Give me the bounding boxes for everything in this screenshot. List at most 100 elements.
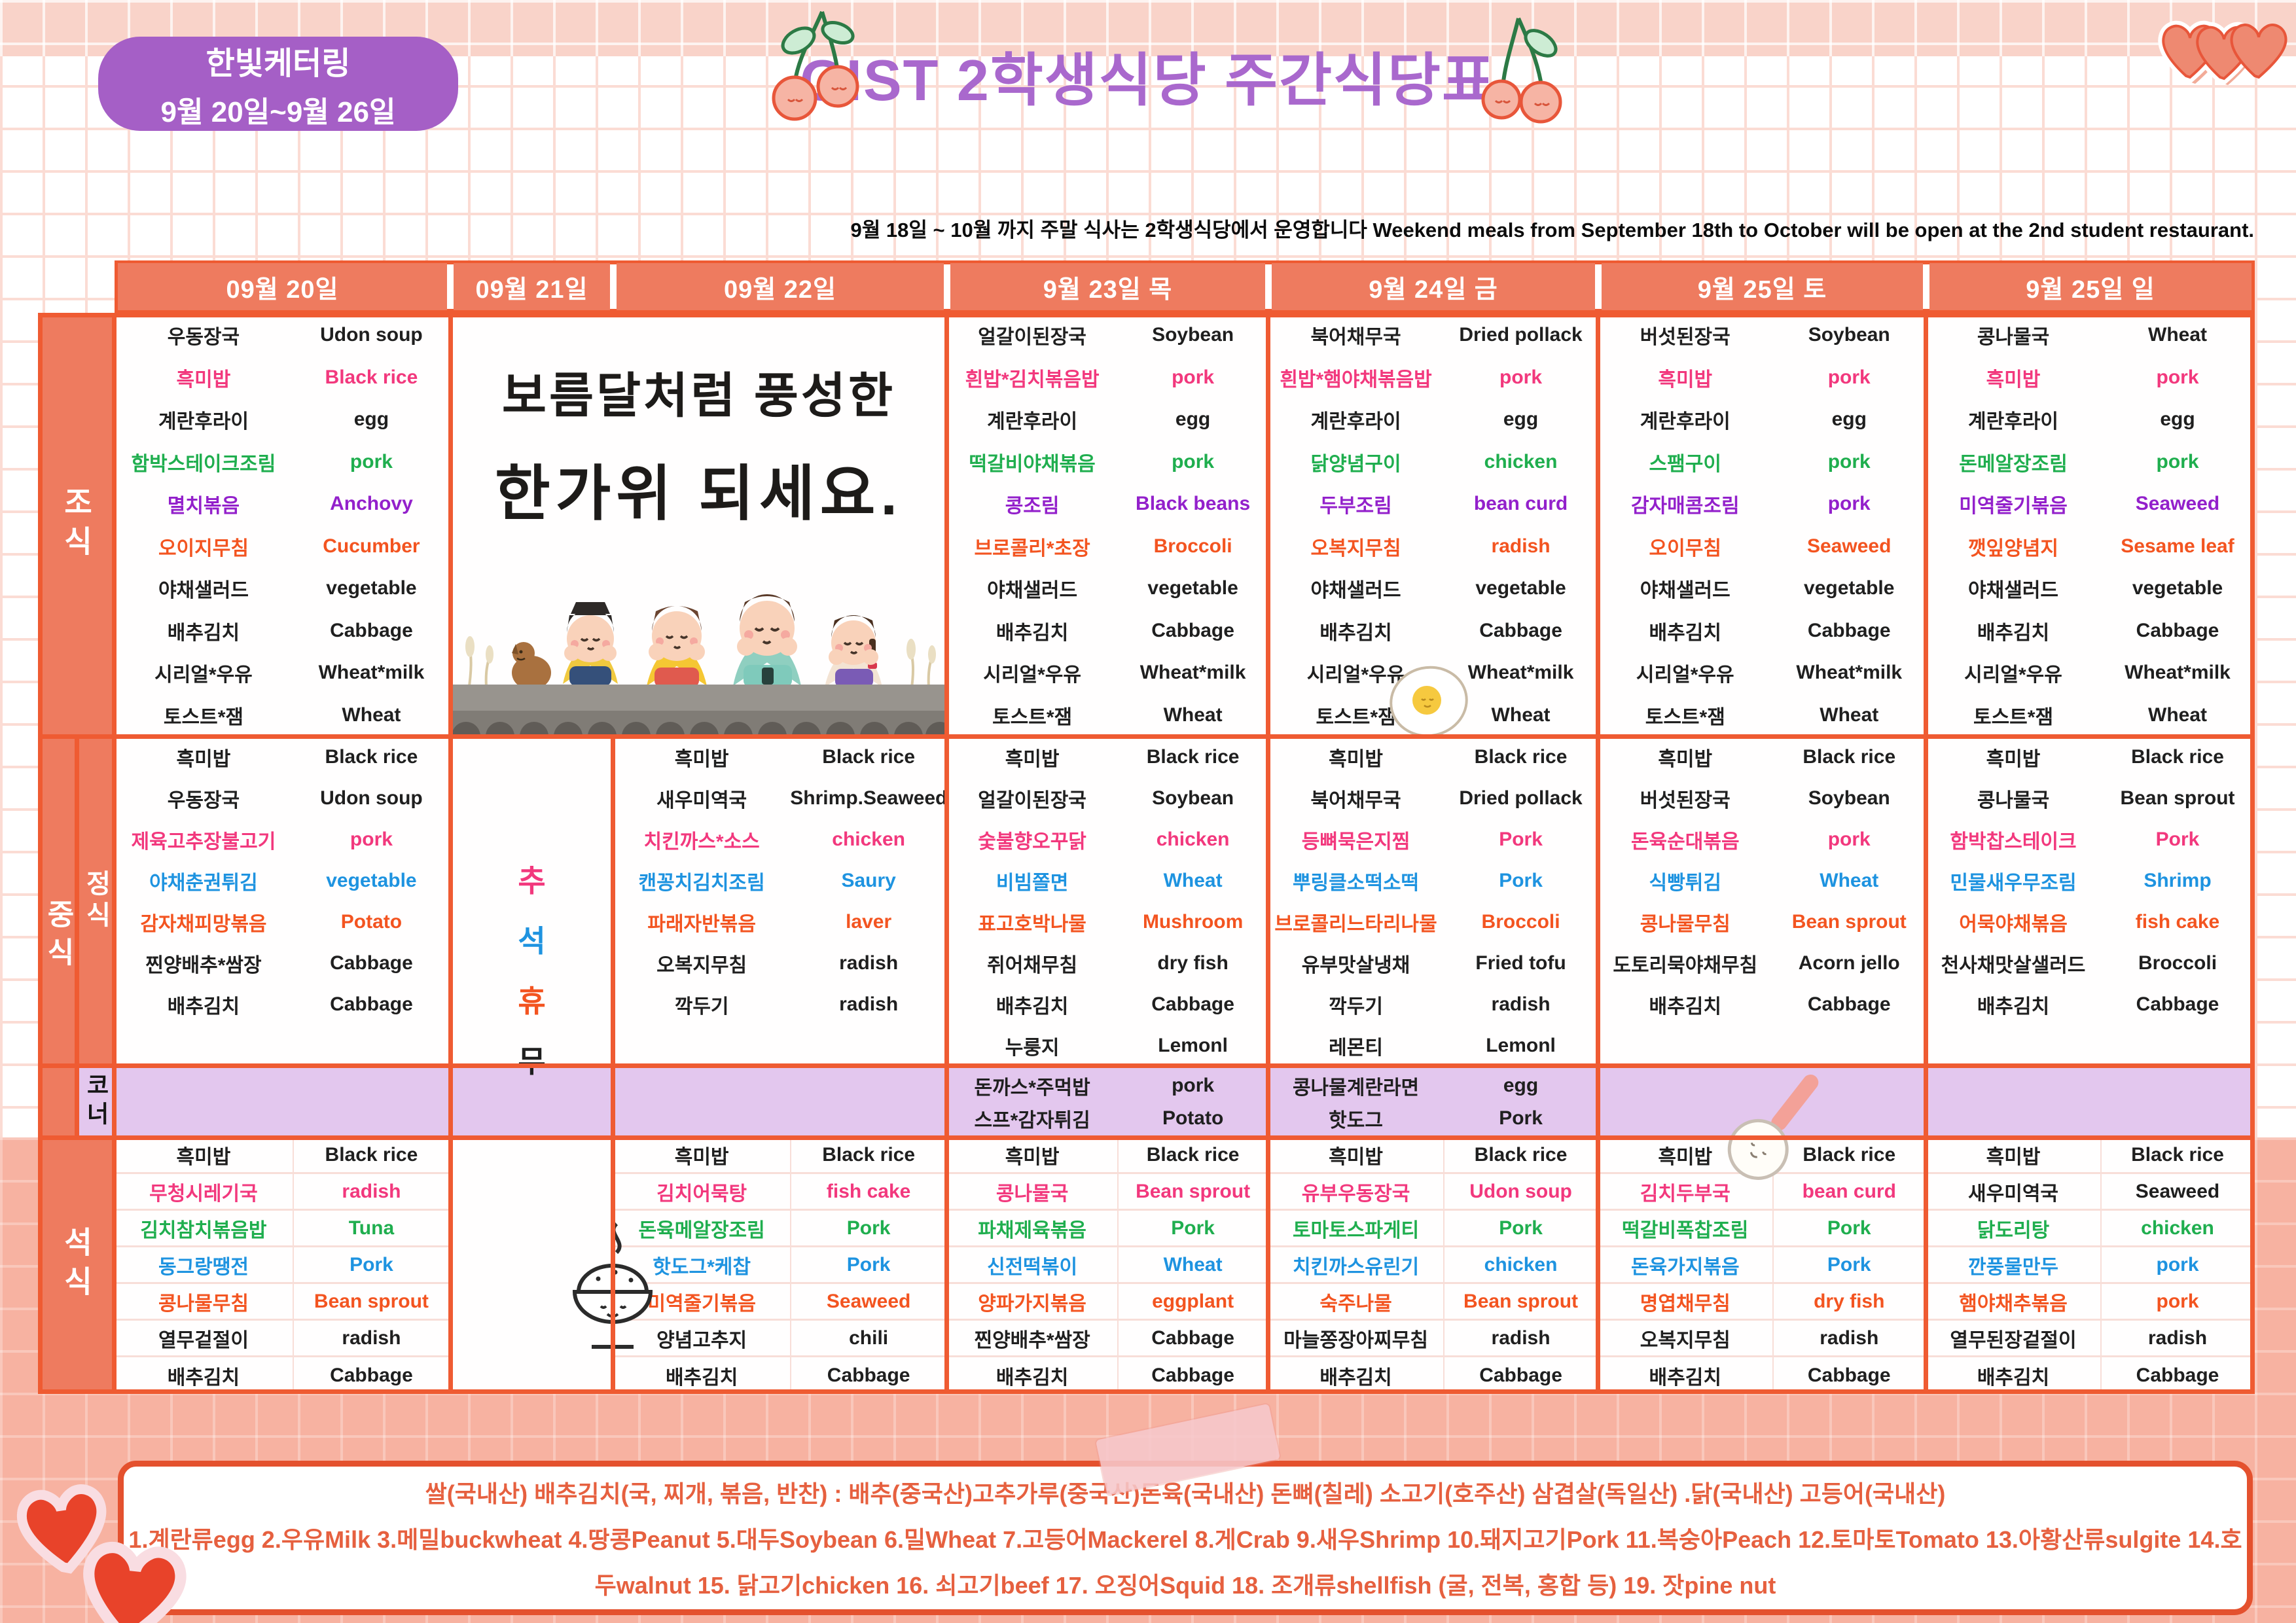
holiday-char: 휴	[518, 984, 546, 1018]
menu-row: 흑미밥 Black rice	[115, 736, 450, 777]
menu-item-korean: 야채샐러드	[158, 580, 249, 602]
menu-item-english: Wheat	[1163, 704, 1223, 726]
menu-item-korean: 흑미밥	[176, 748, 231, 770]
menu-item-korean: 파채제육볶음	[978, 1219, 1086, 1241]
table-border	[1596, 313, 1600, 1394]
menu-item-english: Wheat	[2148, 324, 2208, 346]
menu-item-english: Pork	[1499, 828, 1543, 850]
menu-item-english: radish	[839, 952, 899, 974]
menu-item-korean: 콩나물계란라면	[1292, 1077, 1420, 1099]
menu-row: 배추김치 Cabbage	[1598, 610, 1926, 652]
column-header-day3: 09월 22일	[617, 263, 944, 310]
menu-item-english: Cabbage	[827, 1364, 910, 1386]
menu-item-english: egg	[1175, 408, 1211, 431]
menu-row: 토마토스파게티 Pork	[1268, 1211, 1598, 1247]
menu-item-korean: 스팸구이	[1649, 453, 1721, 475]
menu-item-korean: 토스트*잼	[1645, 706, 1725, 728]
chuseok-family-illustration	[453, 594, 945, 736]
menu-item-english: Potato	[340, 910, 403, 933]
menu-item-english: Broccoli	[2138, 952, 2217, 974]
menu-row: 동그랑땡전 Pork	[115, 1247, 450, 1284]
menu-row: 찐양배추*쌈장 Cabbage	[947, 1321, 1268, 1357]
menu-item-english: radish	[1820, 1327, 1879, 1349]
menu-cell-breakfast-col7: 콩나물국 Wheat 흑미밥 pork 계란후라이 egg 돈메알장조림 pork 미역줄기볶음…	[1926, 314, 2255, 736]
menu-item-korean: 배추김치	[996, 1367, 1069, 1389]
menu-item-english: Pork	[1499, 1217, 1543, 1239]
menu-item-english: chicken	[1156, 828, 1230, 850]
menu-item-english: pork	[350, 450, 393, 473]
menu-item-korean: 제육고추장불고기	[131, 830, 276, 853]
menu-row: 식빵튀김 Wheat	[1598, 860, 1926, 901]
menu-row: 레몬티 Lemonl	[1268, 1025, 1598, 1065]
menu-item-korean: 미역줄기볶음	[647, 1293, 756, 1315]
menu-row: 돈육가지볶음 Pork	[1598, 1247, 1926, 1284]
menu-item-korean: 미역줄기볶음	[1959, 495, 2068, 518]
menu-item-english: Pork	[2155, 828, 2200, 850]
menu-row: 배추김치 Cabbage	[947, 610, 1268, 652]
menu-row: 닭도리탕 chicken	[1926, 1211, 2255, 1247]
menu-item-english: Udon soup	[320, 324, 423, 346]
menu-item-korean: 등뼈묵은지찜	[1301, 830, 1410, 853]
menu-item-english: Wheat	[342, 704, 401, 726]
menu-item-english: Cabbage	[1151, 619, 1234, 641]
menu-item-korean: 깐풍물만두	[1968, 1256, 2059, 1278]
menu-item-korean: 무청시레기국	[149, 1183, 258, 1205]
table-body	[38, 313, 2255, 1394]
menu-item-korean: 도토리묵야채무침	[1613, 954, 1758, 976]
menu-row: 시리얼*우유 Wheat*milk	[115, 652, 450, 694]
menu-row: 얼갈이된장국 Soybean	[947, 777, 1268, 819]
menu-item-korean: 신전떡볶이	[987, 1256, 1078, 1278]
menu-item-korean: 얼갈이된장국	[978, 327, 1086, 349]
menu-item-english: Wheat*milk	[2125, 662, 2231, 684]
ladle-icon	[1727, 1074, 1819, 1180]
column-header-day4: 9월 23일 목	[950, 263, 1265, 310]
menu-item-english: Wheat*milk	[1796, 662, 1903, 684]
menu-row: 흑미밥 Black rice	[1926, 736, 2255, 777]
menu-row: 계란후라이 egg	[1926, 399, 2255, 441]
weekend-notice: 9월 18일 ~ 10월 까지 주말 식사는 2학생식당에서 운영합니다 Wee…	[850, 219, 2254, 241]
menu-item-english: Cabbage	[330, 952, 413, 974]
menu-row: 북어채무국 Dried pollack	[1268, 314, 1598, 357]
menu-cell-lunch-col1: 흑미밥 Black rice 우동장국 Udon soup 제육고추장불고기 pork 야채…	[115, 736, 450, 1065]
menu-cell-lunch-col4: 흑미밥 Black rice 얼갈이된장국 Soybean 숯불향오꾸닭 chicken 비…	[947, 736, 1268, 1065]
menu-item-english: vegetable	[326, 577, 417, 599]
menu-row: 스프*감자튀김 Potato	[947, 1102, 1268, 1135]
menu-item-english: Lemonl	[1486, 1034, 1556, 1056]
menu-item-english: chicken	[2141, 1217, 2214, 1239]
menu-item-english: Soybean	[1152, 324, 1234, 346]
menu-item-english: Sesame leaf	[2121, 535, 2234, 557]
table-border	[38, 1389, 2255, 1394]
menu-row: 두부조림 bean curd	[1268, 483, 1598, 526]
menu-row: 어묵야채볶음 fish cake	[1926, 901, 2255, 942]
menu-row: 계란후라이 egg	[947, 399, 1268, 441]
menu-item-korean: 브로콜리*초장	[974, 537, 1090, 560]
menu-row: 명엽채무침 dry fish	[1598, 1284, 1926, 1321]
menu-item-english: pork	[350, 828, 393, 850]
menu-item-korean: 깍두기	[674, 995, 729, 1018]
menu-row: 토스트*잼 Wheat	[1268, 694, 1598, 737]
cherry-icon	[1481, 17, 1562, 124]
menu-item-korean: 북어채무국	[1310, 327, 1401, 349]
menu-row: 멸치볶음 Anchovy	[115, 483, 450, 526]
menu-row: 유부맛살냉채 Fried tofu	[1268, 942, 1598, 984]
menu-item-korean: 핫도그	[1329, 1110, 1383, 1132]
menu-item-korean: 콩조림	[1005, 495, 1060, 518]
menu-item-korean: 야채춘권튀김	[149, 872, 258, 894]
table-border	[1924, 313, 1928, 1394]
menu-item-korean: 우동장국	[167, 789, 240, 812]
menu-item-english: Black rice	[2131, 1143, 2224, 1166]
menu-row: 열무된장겉절이 radish	[1926, 1321, 2255, 1357]
menu-item-korean: 닭양념구이	[1310, 453, 1401, 475]
menu-item-korean: 우동장국	[167, 327, 240, 349]
menu-item-english: Cabbage	[2136, 993, 2219, 1015]
menu-item-english: Udon soup	[1469, 1180, 1572, 1202]
menu-row: 신전떡볶이 Wheat	[947, 1247, 1268, 1284]
menu-row: 계란후라이 egg	[115, 399, 450, 441]
menu-item-korean: 북어채무국	[1310, 789, 1401, 812]
menu-item-english: Soybean	[1152, 787, 1234, 809]
menu-item-korean: 깍두기	[1329, 995, 1383, 1018]
menu-row: 오복지무침 radish	[613, 942, 947, 984]
menu-row: 배추김치 Cabbage	[1268, 1357, 1598, 1394]
menu-item-english: pork	[1172, 366, 1215, 388]
menu-item-korean: 캔꽁치김치조림	[638, 872, 765, 894]
